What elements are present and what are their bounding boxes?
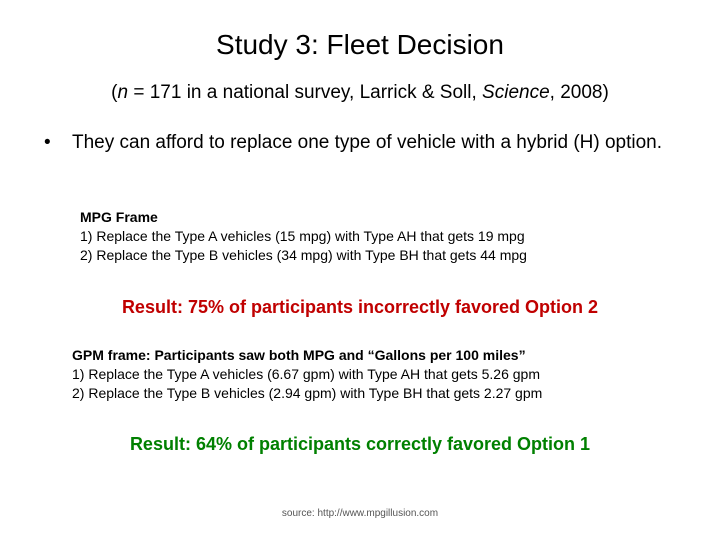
mpg-frame: MPG Frame 1) Replace the Type A vehicles…: [80, 208, 680, 265]
subtitle-mid: = 171 in a national survey, Larrick & So…: [128, 82, 483, 103]
bullet-text: They can afford to replace one type of v…: [72, 132, 663, 153]
subtitle-journal: Science: [482, 82, 550, 103]
mpg-frame-item-1: 1) Replace the Type A vehicles (15 mpg) …: [80, 228, 525, 244]
result-gpm: Result: 64% of participants correctly fa…: [129, 434, 591, 454]
gpm-frame-item-2: 2) Replace the Type B vehicles (2.94 gpm…: [72, 385, 543, 401]
gpm-frame-header: GPM frame: Participants saw both MPG and…: [72, 347, 526, 363]
slide-title: Study 3: Fleet Decision: [216, 29, 504, 60]
source-note: source: http://www.mpgillusion.com: [281, 508, 439, 519]
gpm-frame-item-1: 1) Replace the Type A vehicles (6.67 gpm…: [72, 366, 540, 382]
mpg-frame-header: MPG Frame: [80, 209, 158, 225]
subtitle-end: , 2008): [549, 82, 609, 103]
gpm-frame: GPM frame: Participants saw both MPG and…: [72, 346, 692, 403]
slide-subtitle: (n = 171 in a national survey, Larrick &…: [0, 80, 720, 106]
bullet-symbol: •: [44, 132, 51, 153]
bullet-point: • They can afford to replace one type of…: [44, 130, 684, 155]
result-mpg: Result: 75% of participants incorrectly …: [121, 297, 599, 317]
mpg-frame-item-2: 2) Replace the Type B vehicles (34 mpg) …: [80, 247, 527, 263]
subtitle-n: n: [117, 82, 129, 103]
subtitle-open: (: [111, 82, 118, 103]
